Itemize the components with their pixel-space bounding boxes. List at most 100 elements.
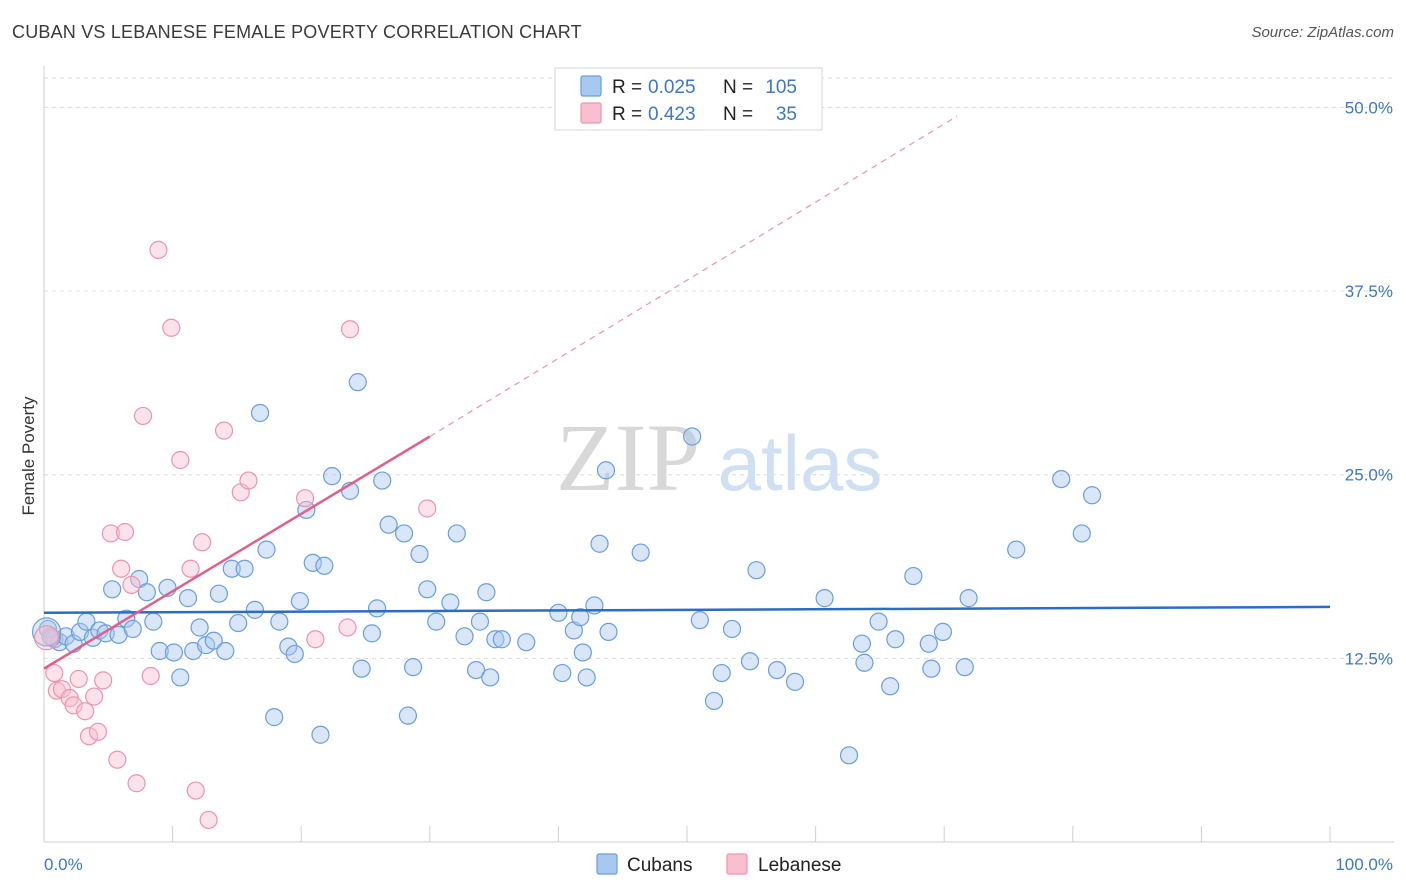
y-tick-label: 37.5% (1345, 282, 1393, 301)
point-lebanese (64, 696, 83, 715)
point-cubans (178, 589, 198, 608)
point-cubans (373, 471, 392, 490)
point-cubans (362, 624, 382, 643)
point-cubans (683, 427, 702, 446)
point-cubans (486, 630, 505, 649)
point-lebanese (199, 810, 218, 830)
point-cubans (38, 619, 57, 639)
point-lebanese (88, 722, 108, 741)
point-cubans (447, 524, 466, 543)
legend-r-value-lebanese: 0.423 (648, 104, 696, 125)
point-cubans (955, 658, 974, 677)
point-cubans (31, 617, 62, 647)
point-cubans (631, 543, 650, 562)
bottom-legend-swatch-cubans (596, 853, 618, 875)
point-lebanese (79, 727, 99, 746)
axes (43, 66, 1394, 843)
bottom-legend-label-lebanese: Lebanese (758, 855, 841, 876)
point-cubans (573, 643, 592, 662)
point-cubans (103, 580, 122, 599)
point-cubans (285, 644, 304, 664)
watermark-atlas: atlas (718, 419, 883, 507)
point-cubans (235, 559, 254, 578)
point-lebanese (115, 522, 135, 542)
point-cubans (379, 515, 398, 534)
point-lebanese (76, 702, 95, 721)
point-cubans (481, 668, 500, 687)
point-cubans (455, 627, 474, 646)
point-cubans (250, 403, 270, 423)
point-cubans (216, 641, 235, 661)
point-lebanese (101, 524, 120, 543)
legend-swatch-cubans (580, 75, 602, 97)
point-cubans (477, 583, 496, 602)
point-cubans (470, 612, 490, 631)
point-lebanese (306, 630, 325, 649)
watermark: ZIP atlas (556, 404, 882, 511)
point-cubans (869, 612, 888, 631)
point-cubans (492, 630, 511, 649)
point-cubans (886, 630, 905, 649)
point-cubans (1072, 524, 1091, 543)
point-lebanese (33, 625, 60, 651)
point-cubans (209, 584, 228, 603)
bottom-legend-swatch-lebanese (726, 853, 748, 875)
point-cubans (517, 633, 536, 652)
point-cubans (577, 668, 596, 687)
point-lebanese (112, 559, 131, 578)
point-cubans (571, 608, 590, 627)
point-lebanese (141, 666, 160, 686)
point-lebanese (171, 450, 190, 470)
point-cubans (348, 373, 367, 392)
legend-n-value-cubans: 105 (765, 77, 797, 98)
source-label: Source: ZipAtlas.com (1251, 24, 1394, 41)
point-cubans (839, 746, 859, 765)
trend-lines (43, 115, 1331, 670)
point-cubans (919, 634, 938, 653)
point-lebanese (69, 669, 88, 689)
point-cubans (150, 641, 169, 661)
point-lebanese (340, 320, 360, 339)
point-lebanese (181, 559, 200, 578)
point-cubans (933, 622, 953, 642)
point-cubans (712, 663, 731, 683)
point-cubans (881, 677, 900, 696)
point-cubans (418, 580, 437, 599)
point-lebanese (214, 421, 234, 440)
y-tick-label: 12.5% (1345, 649, 1393, 668)
point-cubans (290, 591, 310, 611)
point-cubans (315, 556, 334, 575)
legend-r-value-cubans: 0.025 (648, 77, 696, 98)
point-lebanese (418, 499, 437, 518)
legend-swatch-lebanese (580, 102, 602, 124)
point-cubans (311, 725, 330, 744)
point-cubans (596, 461, 616, 480)
point-cubans (303, 553, 322, 572)
x-tick-label-right: 100.0% (1335, 855, 1393, 874)
point-lebanese (45, 663, 64, 683)
bottom-legend: Cubans Lebanese (596, 853, 841, 876)
point-cubans (441, 593, 460, 612)
point-cubans (229, 613, 248, 633)
point-cubans (190, 618, 209, 637)
point-cubans (427, 612, 446, 631)
point-lebanese (295, 489, 315, 508)
point-cubans (204, 631, 223, 650)
trend-extension-lebanese (429, 115, 958, 438)
point-cubans (222, 559, 241, 578)
point-cubans (398, 706, 418, 725)
point-cubans (164, 643, 183, 662)
point-cubans (740, 652, 760, 671)
legend-r-label-lebanese: R = (612, 104, 642, 125)
point-cubans (144, 612, 163, 631)
chart-title: CUBAN VS LEBANESE FEMALE POVERTY CORRELA… (12, 22, 582, 42)
point-cubans (852, 634, 871, 653)
point-cubans (171, 668, 190, 687)
point-cubans (767, 660, 787, 680)
point-lebanese (338, 618, 357, 637)
point-lebanese (162, 318, 181, 337)
point-cubans (590, 534, 609, 553)
point-lebanese (186, 781, 205, 800)
point-cubans (245, 600, 265, 619)
